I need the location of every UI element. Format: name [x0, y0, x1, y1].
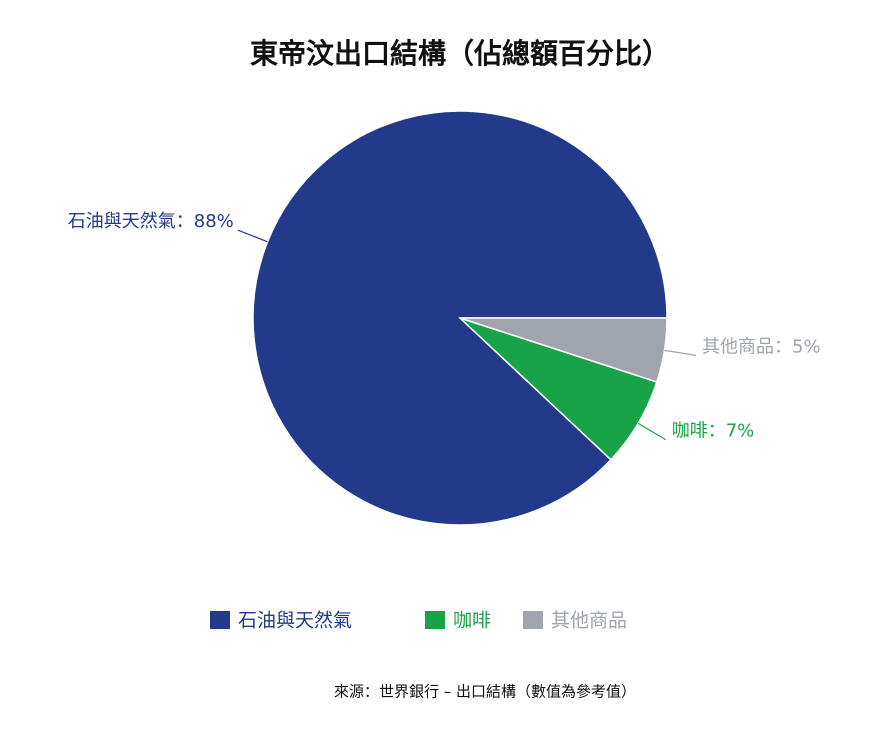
legend-swatch — [425, 611, 445, 629]
leader-line — [237, 229, 268, 243]
data-label: 咖啡：7% — [672, 421, 755, 442]
legend-swatch — [523, 611, 543, 629]
leader-line — [664, 349, 697, 356]
legend-label: 石油與天然氣 — [238, 610, 352, 632]
chart-title: 東帝汶出口結構（佔總額百分比） — [250, 37, 670, 70]
legend-label: 咖啡 — [453, 610, 491, 632]
source-note: 來源：世界銀行 – 出口結構（數值為參考值） — [334, 683, 636, 701]
legend-label: 其他商品 — [551, 610, 627, 632]
data-label: 其他商品：5% — [702, 336, 821, 357]
legend-swatch — [210, 611, 230, 629]
leader-line — [637, 422, 667, 441]
data-label: 石油與天然氣：88% — [68, 211, 234, 232]
